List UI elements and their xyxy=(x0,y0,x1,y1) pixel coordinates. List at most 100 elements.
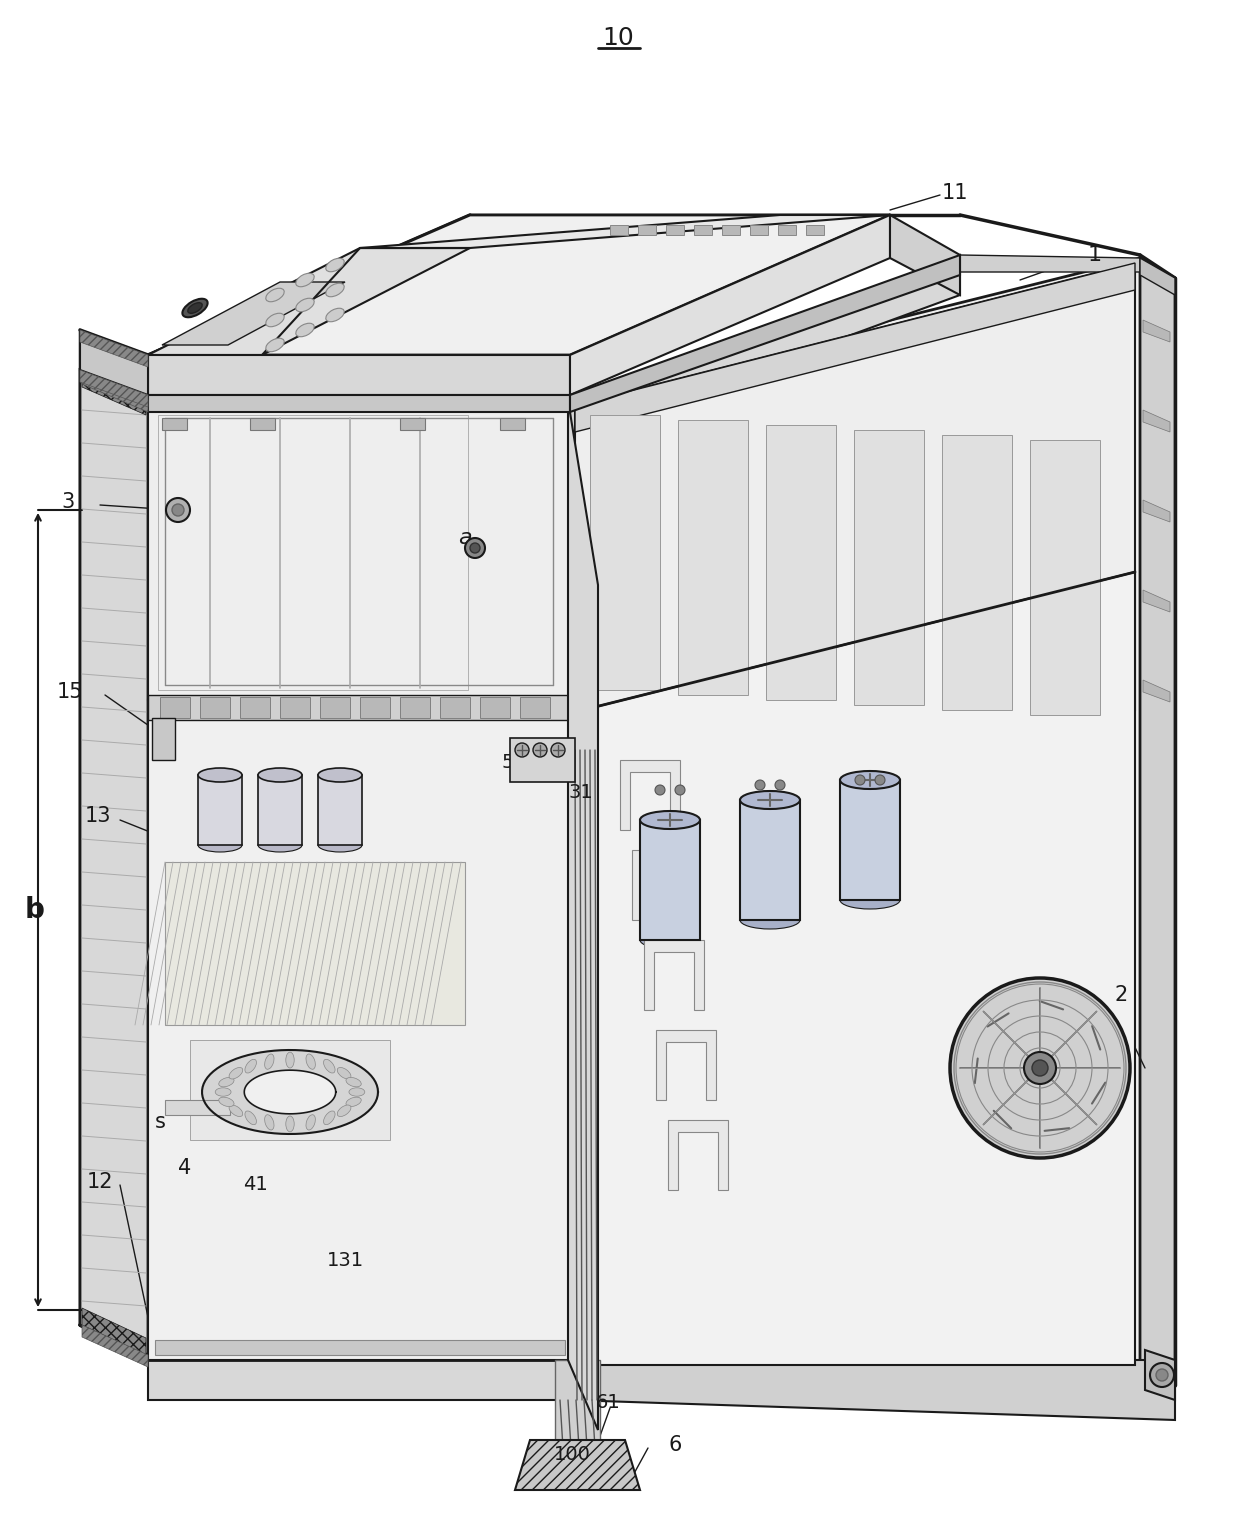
Polygon shape xyxy=(401,418,425,430)
Polygon shape xyxy=(570,259,1176,1380)
Ellipse shape xyxy=(740,791,800,809)
Ellipse shape xyxy=(258,838,303,852)
Polygon shape xyxy=(162,281,345,345)
Polygon shape xyxy=(570,259,960,437)
Circle shape xyxy=(515,743,529,756)
Circle shape xyxy=(533,743,547,756)
Text: s: s xyxy=(155,1112,165,1132)
Ellipse shape xyxy=(198,838,242,852)
Circle shape xyxy=(675,785,684,794)
Ellipse shape xyxy=(229,1104,243,1117)
Polygon shape xyxy=(750,225,768,235)
Polygon shape xyxy=(148,356,570,395)
Polygon shape xyxy=(81,330,148,395)
Polygon shape xyxy=(250,418,275,430)
Polygon shape xyxy=(82,372,148,412)
Ellipse shape xyxy=(640,811,701,829)
Polygon shape xyxy=(241,697,270,719)
Text: 51: 51 xyxy=(546,767,570,785)
Text: 41: 41 xyxy=(243,1174,268,1194)
Circle shape xyxy=(166,498,190,522)
Ellipse shape xyxy=(839,772,900,788)
Polygon shape xyxy=(360,215,890,248)
Text: 31: 31 xyxy=(568,782,593,802)
Text: 12: 12 xyxy=(87,1173,113,1192)
Text: 2: 2 xyxy=(1115,985,1128,1005)
Text: 6: 6 xyxy=(668,1434,681,1456)
Polygon shape xyxy=(401,697,430,719)
Ellipse shape xyxy=(740,911,800,929)
Circle shape xyxy=(1156,1369,1168,1381)
Polygon shape xyxy=(632,850,692,920)
Polygon shape xyxy=(656,1030,715,1100)
Polygon shape xyxy=(942,436,1012,710)
Text: a: a xyxy=(459,528,471,548)
Ellipse shape xyxy=(296,298,314,312)
Polygon shape xyxy=(1143,679,1171,702)
Ellipse shape xyxy=(306,1115,315,1130)
Text: 131: 131 xyxy=(326,1251,363,1269)
Ellipse shape xyxy=(317,769,362,782)
Circle shape xyxy=(465,539,485,558)
Polygon shape xyxy=(854,430,924,705)
Ellipse shape xyxy=(246,1111,257,1124)
Polygon shape xyxy=(1140,259,1176,1384)
Polygon shape xyxy=(575,572,1135,1365)
Text: 10: 10 xyxy=(603,26,634,50)
Ellipse shape xyxy=(337,1068,351,1079)
Ellipse shape xyxy=(264,1055,274,1070)
Text: 5: 5 xyxy=(501,752,515,772)
Polygon shape xyxy=(678,421,748,694)
Polygon shape xyxy=(157,415,467,690)
Circle shape xyxy=(172,504,184,516)
Polygon shape xyxy=(590,415,660,690)
Polygon shape xyxy=(520,697,551,719)
Circle shape xyxy=(875,775,885,785)
Text: b: b xyxy=(25,896,45,924)
Polygon shape xyxy=(568,399,598,1430)
Text: 3: 3 xyxy=(61,492,74,511)
Polygon shape xyxy=(148,701,570,1360)
Polygon shape xyxy=(777,225,796,235)
Polygon shape xyxy=(570,1360,1176,1421)
Polygon shape xyxy=(575,263,1135,710)
Polygon shape xyxy=(244,1070,336,1114)
Ellipse shape xyxy=(182,298,207,318)
Ellipse shape xyxy=(216,1088,231,1097)
Ellipse shape xyxy=(324,1111,335,1124)
Polygon shape xyxy=(640,820,701,940)
Circle shape xyxy=(856,775,866,785)
Text: 100: 100 xyxy=(553,1445,590,1465)
Polygon shape xyxy=(1143,410,1171,433)
Text: 61: 61 xyxy=(595,1392,620,1412)
Ellipse shape xyxy=(229,1068,243,1079)
Ellipse shape xyxy=(258,769,303,782)
Polygon shape xyxy=(620,760,680,831)
Circle shape xyxy=(950,977,1130,1157)
Polygon shape xyxy=(510,738,575,782)
Polygon shape xyxy=(165,862,465,1024)
Ellipse shape xyxy=(348,1088,365,1097)
Circle shape xyxy=(755,781,765,790)
Polygon shape xyxy=(666,225,684,235)
Text: 1: 1 xyxy=(1087,245,1102,265)
Polygon shape xyxy=(556,1360,600,1460)
Ellipse shape xyxy=(187,303,202,313)
Polygon shape xyxy=(82,1325,148,1368)
Polygon shape xyxy=(280,697,310,719)
Polygon shape xyxy=(148,399,570,1360)
Ellipse shape xyxy=(285,1117,294,1132)
Polygon shape xyxy=(190,1039,391,1139)
Polygon shape xyxy=(722,225,740,235)
Polygon shape xyxy=(153,719,175,760)
Circle shape xyxy=(1032,1061,1048,1076)
Ellipse shape xyxy=(265,339,284,351)
Polygon shape xyxy=(81,371,148,1356)
Polygon shape xyxy=(200,697,229,719)
Polygon shape xyxy=(360,697,391,719)
Ellipse shape xyxy=(326,259,345,272)
Ellipse shape xyxy=(285,1052,294,1068)
Text: 4: 4 xyxy=(179,1157,192,1179)
Ellipse shape xyxy=(640,930,701,949)
Polygon shape xyxy=(148,248,470,356)
